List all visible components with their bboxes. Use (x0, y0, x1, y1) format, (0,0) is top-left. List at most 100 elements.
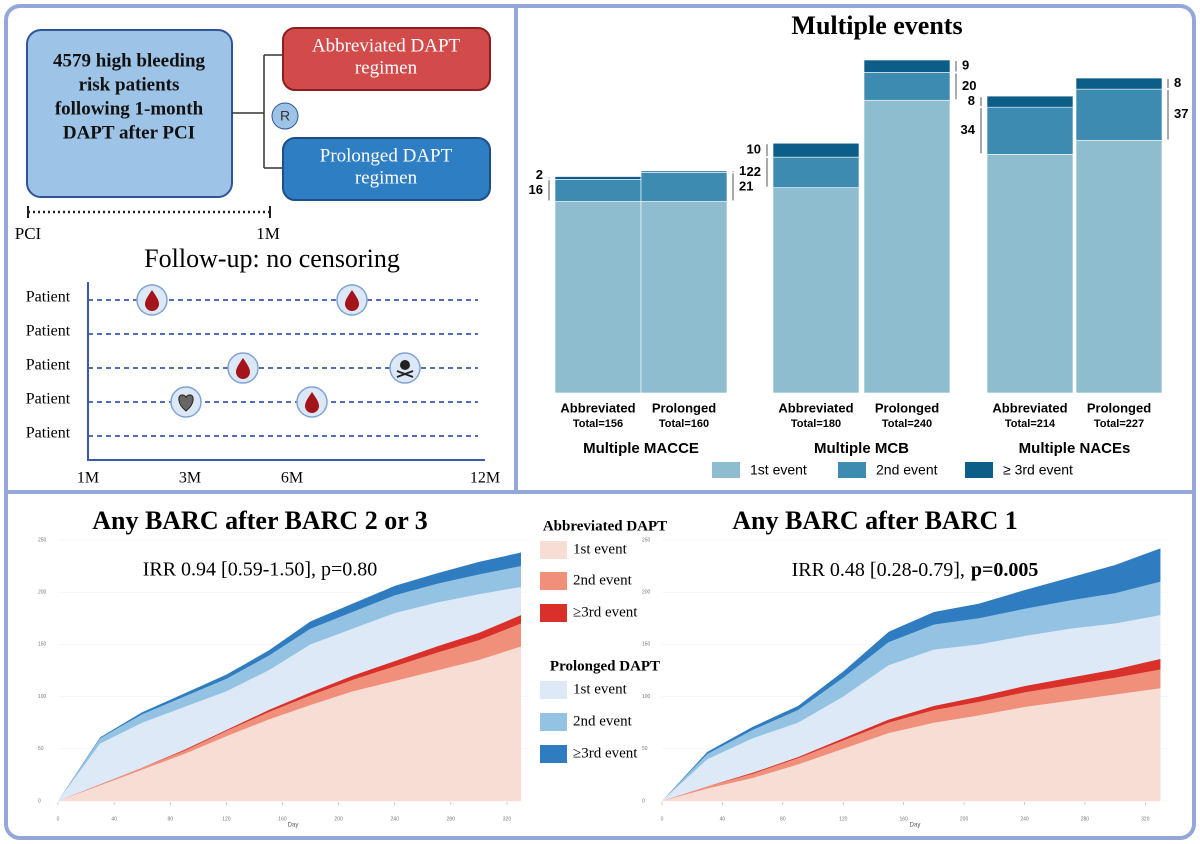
x-tick-label: 240 (391, 816, 400, 822)
subtitle-bold: p=0.005 (971, 559, 1039, 581)
group-label: Multiple NACEs (1019, 440, 1131, 457)
y-tick-label: 150 (642, 642, 651, 648)
data-label: 2 (536, 167, 543, 182)
legend-label: 2nd event (573, 572, 633, 588)
legend-swatch (540, 713, 567, 731)
stacked-area (58, 566, 521, 801)
legend-group-title: Abbreviated DAPT (543, 518, 667, 534)
data-label: 8 (968, 93, 975, 108)
x-tick-label: 160 (278, 816, 287, 822)
patient-label: Patient (26, 391, 71, 408)
bar-segment (772, 142, 860, 158)
data-label: 9 (962, 58, 969, 73)
bar-segment (986, 95, 1074, 108)
data-label: 8 (1174, 75, 1181, 90)
bar-segment (863, 99, 951, 394)
x-tick-label: 280 (447, 816, 456, 822)
population-text: DAPT after PCI (63, 122, 195, 143)
follow-up-tick: 12M (470, 470, 500, 487)
randomization-label: R (280, 108, 290, 124)
category-label: Abbreviated (992, 400, 1067, 415)
stacked-area (662, 581, 1161, 801)
timeline-label: PCI (15, 224, 42, 243)
stacked-area (662, 669, 1161, 801)
bar-chart: 162 Abbreviated Total=156 211 Prolonged Total… (529, 58, 1188, 478)
chart-title: Any BARC after BARC 2 or 3 (92, 506, 428, 535)
y-tick-label: 50 (38, 746, 44, 752)
y-tick-label: 100 (38, 694, 47, 700)
bar-segment (863, 72, 951, 101)
x-tick-label: 280 (1081, 816, 1090, 822)
data-label: 20 (962, 78, 976, 93)
arm-box (282, 137, 491, 201)
x-tick-label: 160 (899, 816, 908, 822)
chart-title: Multiple events (791, 11, 962, 40)
bar-segment (863, 59, 951, 73)
bar-segment (640, 201, 728, 394)
x-tick-label: 80 (780, 816, 786, 822)
data-label: 37 (1174, 106, 1188, 121)
stacked-area (58, 646, 521, 801)
patient-label: Patient (26, 357, 71, 374)
x-tick-label: 40 (720, 816, 726, 822)
legend-swatch (540, 572, 567, 590)
legend-label: 1st event (573, 681, 628, 697)
category-label: Prolonged (1087, 400, 1151, 415)
follow-up-title: Follow-up: no censoring (144, 244, 400, 273)
category-label: Abbreviated (778, 400, 853, 415)
arm-text: Prolonged DAPT (320, 145, 453, 166)
x-tick-label: 0 (57, 816, 60, 822)
arm-text: regimen (355, 167, 418, 188)
data-label: 22 (747, 164, 761, 179)
x-tick-label: 200 (960, 816, 969, 822)
bar-segment (554, 201, 642, 394)
legend-label: 1st event (750, 462, 807, 478)
data-label: 21 (739, 178, 753, 193)
arm-text: regimen (355, 57, 418, 78)
total-label: Total=180 (791, 418, 841, 430)
x-axis-label: Day (910, 823, 921, 829)
area-legend: Abbreviated DAPT 1st event 2nd event ≥3rd e… (540, 518, 667, 763)
x-tick-label: 200 (334, 816, 343, 822)
bar-segment (554, 176, 642, 180)
population-text: 4579 high bleeding (53, 50, 206, 71)
randomization-circle (271, 102, 299, 130)
legend-swatch (540, 745, 567, 763)
bar-segment (1075, 77, 1163, 90)
y-tick-label: 200 (38, 590, 47, 596)
bleeding-icon (227, 352, 259, 384)
population-text: risk patients (79, 74, 180, 95)
legend-swatch (540, 541, 567, 559)
legend-group-title: Prolonged DAPT (550, 658, 660, 674)
y-tick-label: 250 (642, 537, 651, 543)
patient-label: Patient (26, 289, 71, 306)
y-tick-label: 0 (642, 798, 645, 804)
arm-text: Abbreviated DAPT (312, 35, 461, 56)
total-label: Total=240 (882, 418, 932, 430)
x-tick-label: 240 (1020, 816, 1029, 822)
x-tick-label: 320 (503, 816, 512, 822)
data-label: 16 (529, 182, 543, 197)
legend-swatch (540, 681, 567, 699)
stacked-area (58, 623, 521, 801)
bar-segment (1075, 140, 1163, 394)
bar-segment (772, 156, 860, 188)
randomization-bracket (232, 54, 283, 169)
data-label: 1 (739, 163, 746, 178)
follow-up-axes (87, 282, 485, 461)
legend-label: 2nd event (573, 713, 633, 729)
chart-subtitle: IRR 0.48 [0.28-0.79], p=0.005 (792, 559, 1039, 581)
y-tick-label: 0 (38, 798, 41, 804)
group-label: Multiple MCB (814, 440, 909, 457)
bar-segment (986, 154, 1074, 394)
patient-label: Patient (26, 425, 71, 442)
x-tick-label: 80 (167, 816, 173, 822)
follow-up-tick: 3M (179, 470, 201, 487)
bar-segment (986, 106, 1074, 155)
design-diagram: 4579 high bleeding risk patients followi… (15, 27, 500, 487)
y-tick-label: 150 (38, 642, 47, 648)
legend-swatch (838, 462, 866, 478)
bar-segment (772, 187, 860, 394)
area-charts: 0 50 100 150 200 250 0 40 80 120 160 200 240 280 320 Da… (38, 537, 1168, 829)
x-tick-label: 320 (1141, 816, 1150, 822)
